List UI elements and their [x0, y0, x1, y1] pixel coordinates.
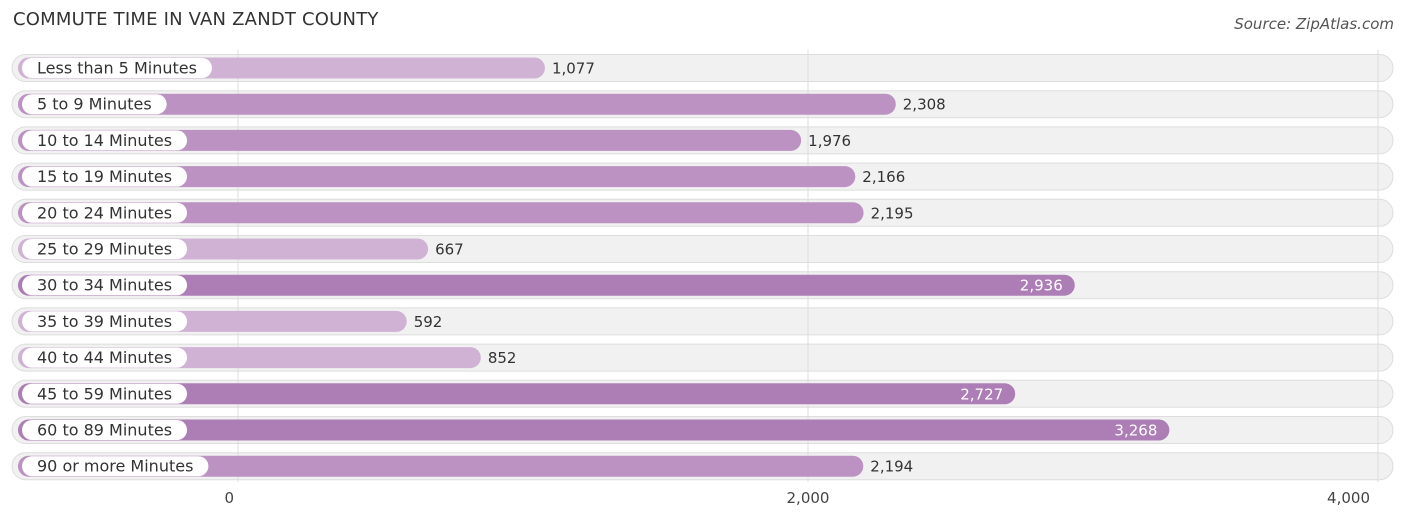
- category-label: 45 to 59 Minutes: [22, 383, 188, 404]
- grid-lines: [237, 50, 1379, 482]
- category-label: 10 to 14 Minutes: [22, 130, 188, 151]
- x-tick-label: 0: [224, 489, 234, 507]
- category-label-text: Less than 5 Minutes: [37, 59, 197, 78]
- row-tracks: [11, 54, 1394, 481]
- value-label: 2,308: [903, 96, 946, 114]
- category-label-pill: [22, 275, 188, 296]
- category-label-text: 20 to 24 Minutes: [37, 203, 172, 222]
- bar: [18, 383, 1016, 405]
- category-label: 30 to 34 Minutes: [22, 275, 188, 296]
- value-label: 2,194: [870, 458, 913, 476]
- bar: [18, 129, 802, 151]
- bar: [18, 419, 1170, 441]
- category-label: 20 to 24 Minutes: [22, 202, 188, 223]
- category-label-pill: [22, 239, 188, 259]
- value-label: 1,976: [808, 132, 851, 150]
- bars: Less than 5 Minutes 1,077 5 to 9 Minutes 2,…: [18, 57, 1170, 477]
- value-label: 2,727: [960, 385, 1003, 403]
- category-label: 90 or more Minutes: [22, 456, 209, 477]
- value-label: 1,077: [552, 60, 595, 78]
- value-label: 667: [435, 241, 464, 259]
- bar: [18, 93, 896, 115]
- value-label: 3,268: [1114, 422, 1157, 440]
- category-label: 40 to 44 Minutes: [22, 347, 188, 368]
- category-label-pill: [22, 166, 188, 187]
- category-label-pill: [22, 202, 188, 223]
- chart-title: COMMUTE TIME IN VAN ZANDT COUNTY: [13, 9, 379, 30]
- category-label-text: 15 to 19 Minutes: [37, 167, 172, 186]
- category-label: 25 to 29 Minutes: [22, 239, 188, 259]
- bar: [18, 455, 864, 477]
- category-label-text: 25 to 29 Minutes: [37, 240, 172, 259]
- category-label-pill: [22, 130, 188, 151]
- category-label-text: 60 to 89 Minutes: [37, 421, 172, 440]
- category-label-text: 5 to 9 Minutes: [37, 95, 152, 114]
- category-label-text: 30 to 34 Minutes: [37, 276, 172, 295]
- bar: [18, 166, 856, 188]
- value-label: 852: [488, 349, 517, 367]
- x-axis: 0 2,000 4,000: [224, 489, 1370, 507]
- value-label: 2,166: [862, 168, 905, 186]
- category-label-text: 90 or more Minutes: [37, 457, 193, 476]
- category-label-pill: [22, 456, 209, 477]
- x-tick-label: 2,000: [787, 489, 830, 507]
- x-tick-label: 4,000: [1327, 489, 1370, 507]
- category-label-pill: [22, 311, 188, 332]
- category-label-pill: [22, 347, 188, 368]
- bar: [18, 202, 864, 224]
- category-label-text: 45 to 59 Minutes: [37, 384, 172, 403]
- category-label-pill: [22, 383, 188, 404]
- chart-source: Source: ZipAtlas.com: [1234, 15, 1394, 33]
- category-label-text: 10 to 14 Minutes: [37, 131, 172, 150]
- category-label: 5 to 9 Minutes: [22, 94, 167, 115]
- category-label-text: 35 to 39 Minutes: [37, 312, 172, 331]
- value-label: 2,195: [871, 204, 914, 222]
- category-label-pill: [22, 420, 188, 440]
- bar: [18, 274, 1075, 296]
- category-label-text: 40 to 44 Minutes: [37, 348, 172, 367]
- value-label: 2,936: [1020, 277, 1063, 295]
- category-label: Less than 5 Minutes: [22, 58, 212, 78]
- category-label: 15 to 19 Minutes: [22, 166, 188, 187]
- value-label: 592: [414, 313, 443, 331]
- category-label: 60 to 89 Minutes: [22, 420, 188, 440]
- category-label: 35 to 39 Minutes: [22, 311, 188, 332]
- category-label-pill: [22, 58, 212, 78]
- category-label-pill: [22, 94, 167, 115]
